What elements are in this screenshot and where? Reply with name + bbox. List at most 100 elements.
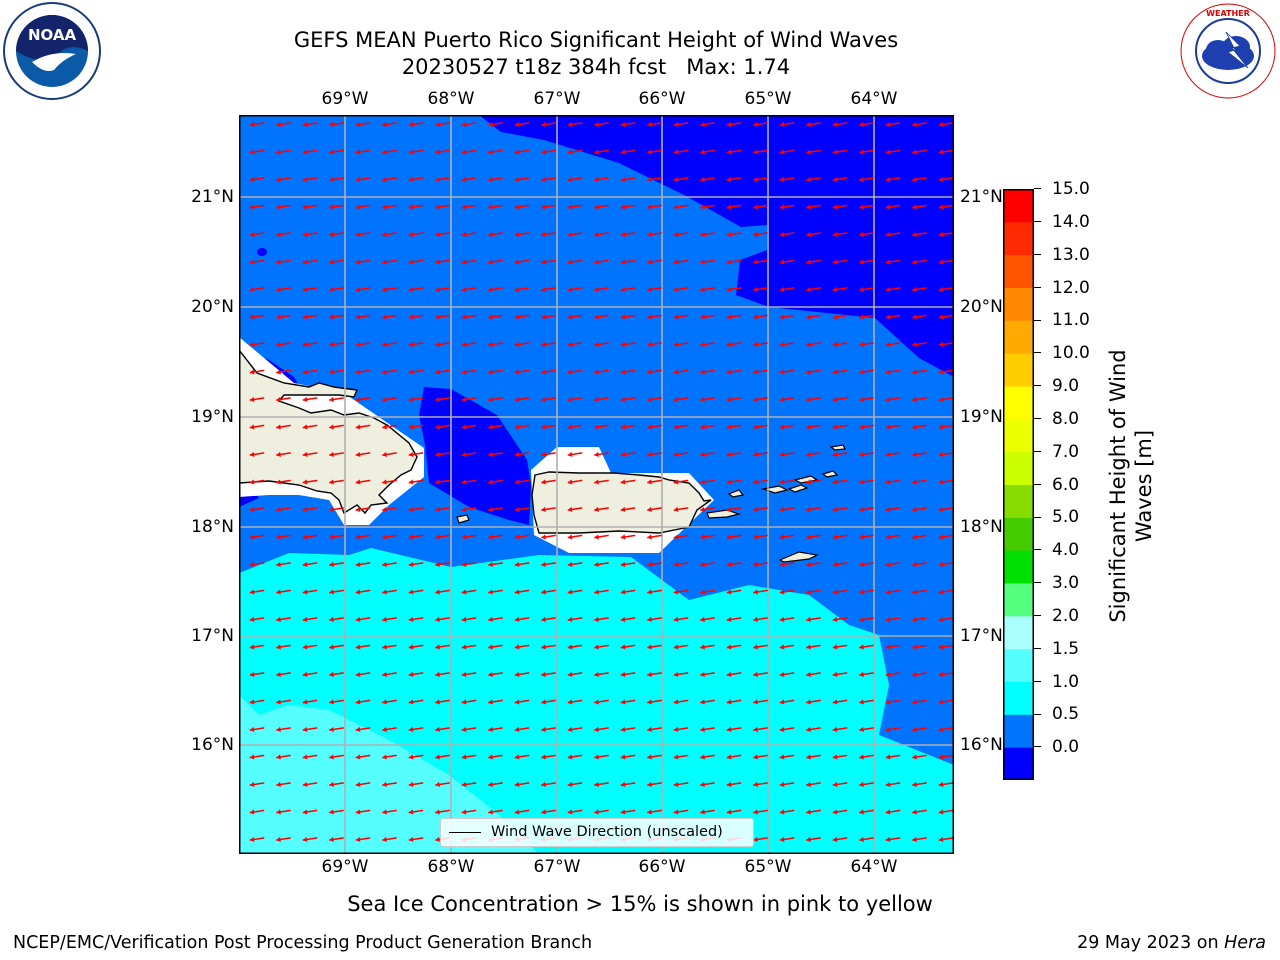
colorbar-tick-mark bbox=[1034, 647, 1041, 649]
wave-arrow-head bbox=[567, 451, 573, 458]
wave-arrow-head bbox=[514, 286, 520, 293]
wave-arrow-head bbox=[594, 589, 599, 595]
wave-arrow-head bbox=[726, 781, 732, 788]
wave-arrow-head bbox=[408, 286, 414, 293]
wave-arrow-head bbox=[912, 286, 917, 293]
wave-arrow-head bbox=[938, 726, 944, 733]
colorbar-cell bbox=[1003, 189, 1034, 223]
wave-arrow-head bbox=[488, 534, 493, 540]
wave-arrow-head bbox=[541, 616, 546, 623]
wave-arrow-head bbox=[779, 506, 785, 513]
wave-arrow-head bbox=[673, 506, 679, 513]
wave-arrow-head bbox=[673, 424, 679, 430]
wave-arrow-head bbox=[355, 671, 361, 678]
colorbar-cell bbox=[1003, 550, 1034, 584]
wave-arrow-head bbox=[885, 836, 891, 843]
wave-arrow-head bbox=[408, 204, 414, 210]
wave-arrow-head bbox=[567, 589, 573, 595]
wave-arrow-head bbox=[329, 451, 334, 458]
wave-arrow-head bbox=[329, 534, 334, 540]
wave-arrow-head bbox=[488, 259, 493, 265]
colorbar-cell bbox=[1003, 517, 1034, 551]
wave-arrow-head bbox=[885, 149, 891, 155]
wave-arrow-head bbox=[885, 506, 891, 513]
wave-arrow-head bbox=[806, 726, 811, 733]
wave-arrow-head bbox=[859, 644, 864, 650]
wave-arrow-head bbox=[408, 341, 414, 348]
wave-arrow-head bbox=[408, 809, 414, 815]
colorbar-tick-mark bbox=[1034, 188, 1041, 190]
wave-arrow-head bbox=[461, 781, 467, 788]
wave-arrow-head bbox=[408, 314, 414, 320]
colorbar-cell bbox=[1003, 320, 1034, 354]
wave-arrow-head bbox=[620, 424, 626, 430]
wave-arrow-head bbox=[435, 589, 440, 595]
wave-arrow-head bbox=[885, 286, 891, 293]
wave-arrow-head bbox=[647, 644, 652, 650]
colorbar-tick-label: 10.0 bbox=[1052, 343, 1090, 364]
wave-arrow-head bbox=[832, 644, 838, 650]
wave-arrow-head bbox=[382, 259, 387, 265]
wave-arrow-head bbox=[249, 616, 255, 623]
colorbar-tick-mark bbox=[1034, 549, 1041, 551]
wave-arrow-head bbox=[355, 149, 361, 155]
wave-arrow-head bbox=[806, 781, 811, 788]
wave-arrow-head bbox=[806, 561, 811, 568]
wave-arrow-head bbox=[461, 699, 467, 705]
wave-arrow-head bbox=[567, 369, 573, 375]
wave-arrow-head bbox=[249, 699, 255, 705]
wave-arrow-head bbox=[355, 286, 361, 293]
lon-tick-top: 68°W bbox=[427, 89, 475, 109]
wave-arrow-head bbox=[647, 369, 652, 375]
wave-arrow-head bbox=[249, 314, 255, 320]
colorbar-cell bbox=[1003, 747, 1034, 780]
wave-arrow-head bbox=[276, 589, 281, 595]
wave-arrow-head bbox=[859, 726, 864, 733]
wave-arrow-head bbox=[912, 479, 917, 485]
colorbar-tick-mark bbox=[1034, 286, 1041, 288]
wave-arrow-head bbox=[514, 231, 520, 238]
wave-arrow-head bbox=[700, 451, 705, 458]
wave-arrow-head bbox=[673, 176, 679, 183]
wave-arrow-head bbox=[673, 479, 679, 485]
wave-arrow-head bbox=[673, 534, 679, 540]
colorbar-tick-label: 9.0 bbox=[1052, 376, 1080, 396]
legend-label: Wind Wave Direction (unscaled) bbox=[491, 824, 723, 840]
wave-arrow-head bbox=[249, 506, 255, 513]
wave-arrow-head bbox=[885, 534, 891, 540]
wave-arrow-head bbox=[859, 781, 864, 788]
wave-arrow-head bbox=[753, 341, 758, 348]
wave-arrow-head bbox=[541, 259, 546, 265]
wave-arrow-head bbox=[779, 644, 785, 650]
wave-arrow-head bbox=[435, 616, 440, 623]
wave-arrow-head bbox=[753, 424, 758, 430]
wave-arrow-head bbox=[859, 149, 864, 155]
colorbar-cell bbox=[1003, 386, 1034, 420]
wave-arrow-head bbox=[806, 286, 811, 293]
wave-arrow-head bbox=[859, 369, 864, 375]
wave-arrow-head bbox=[329, 809, 334, 815]
wave-arrow-head bbox=[647, 781, 652, 788]
wave-arrow-head bbox=[832, 836, 838, 843]
wave-arrow-head bbox=[488, 341, 493, 348]
wave-arrow-head bbox=[647, 314, 652, 320]
wave-arrow-head bbox=[832, 479, 838, 485]
wave-arrow-head bbox=[594, 534, 599, 540]
wave-arrow-head bbox=[567, 286, 573, 293]
wave-arrow-head bbox=[567, 534, 573, 540]
wave-arrow-head bbox=[620, 699, 626, 705]
colorbar-tick-label: 0.5 bbox=[1052, 704, 1080, 725]
wave-arrow-head bbox=[726, 396, 732, 403]
nws-logo: WEATHER bbox=[1178, 2, 1278, 102]
wave-arrow-head bbox=[938, 396, 944, 403]
wave-arrow-head bbox=[355, 836, 361, 843]
wave-arrow-head bbox=[382, 616, 387, 623]
wave-arrow-head bbox=[488, 149, 493, 155]
wave-arrow-head bbox=[700, 506, 705, 513]
wave-arrow-head bbox=[620, 781, 626, 788]
wave-arrow-head bbox=[779, 781, 785, 788]
wave-arrow-head bbox=[382, 561, 387, 568]
wave-arrow-head bbox=[514, 644, 520, 650]
wave-arrow-head bbox=[488, 204, 493, 210]
wave-arrow-head bbox=[700, 176, 705, 183]
